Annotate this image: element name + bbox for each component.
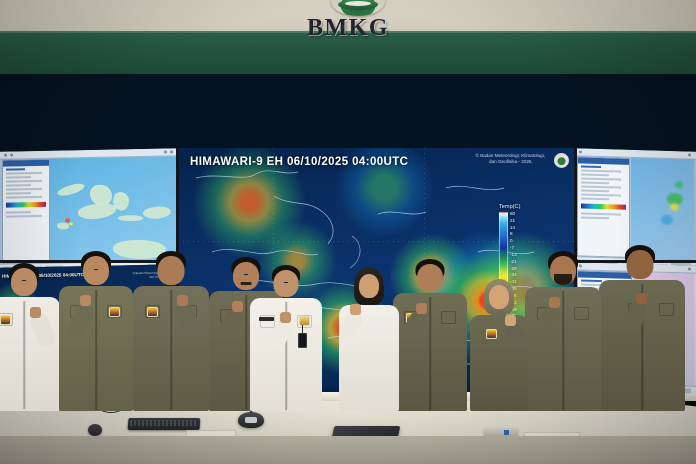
tick: -49 [510, 286, 517, 292]
tick: 8 [510, 231, 513, 237]
scale-label: Temp(C) [499, 204, 521, 210]
tick: -7 [510, 245, 515, 251]
credit-bmkg-logo-icon [554, 153, 569, 168]
person-3 [132, 249, 210, 411]
person-2 [58, 251, 134, 411]
person-9 [524, 251, 602, 411]
conference-microphone[interactable] [238, 412, 264, 428]
person-10 [599, 245, 696, 411]
person-8 [468, 265, 530, 411]
tick: 14 [510, 224, 516, 230]
remote-control[interactable] [484, 428, 518, 437]
mouse-center[interactable] [88, 424, 102, 436]
person-7 [392, 255, 468, 411]
keyboard-center[interactable] [127, 418, 201, 430]
tick: 0 [510, 238, 513, 244]
tick: -28 [510, 265, 517, 271]
person-6 [336, 263, 400, 411]
tick: -13 [510, 251, 517, 257]
tick: -21 [510, 258, 517, 264]
satellite-credit: © Badan Meteorologi, Klimatologi, dan Ge… [475, 153, 545, 164]
people-row [0, 236, 696, 411]
person-5 [248, 259, 324, 411]
satellite-image-title: HIMAWARI-9 EH 06/10/2025 04:00UTC [190, 156, 409, 168]
person-1 [0, 261, 62, 411]
bmkg-logo [331, 0, 385, 16]
desk-front-panel [0, 436, 696, 464]
wall-green-band [0, 31, 696, 74]
tick: -69 [510, 306, 517, 312]
tick: -34 [510, 272, 517, 278]
bmkg-wordmark: BMKG [307, 15, 389, 41]
tick: 60 [510, 211, 516, 216]
tick: 21 [510, 217, 516, 223]
tick: -41 [510, 279, 517, 285]
